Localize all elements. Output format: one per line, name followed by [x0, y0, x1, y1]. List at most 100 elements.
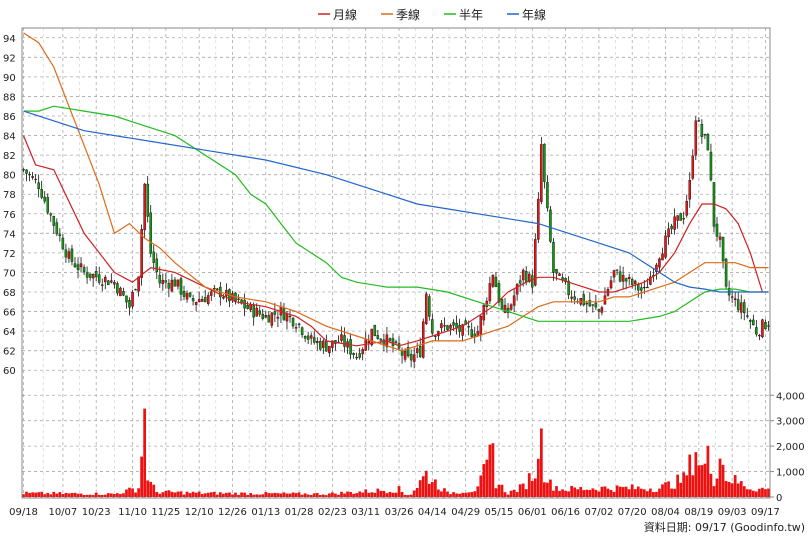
volume-bar	[261, 494, 265, 497]
candle-up	[119, 287, 122, 297]
candle-down	[97, 274, 101, 283]
candle-up	[270, 312, 274, 326]
candle-up	[200, 298, 204, 302]
candle-down	[376, 335, 380, 339]
price-tick-label: 94	[3, 34, 16, 45]
candle-up	[237, 298, 240, 300]
volume-bar	[97, 494, 101, 497]
candle-down	[76, 264, 80, 270]
volume-bar	[134, 492, 137, 497]
volume-bar	[343, 493, 346, 497]
candle-down	[152, 251, 155, 263]
volume-bar	[231, 494, 234, 497]
candle-down	[742, 302, 746, 314]
candle-down	[615, 269, 619, 271]
volume-bar	[618, 486, 622, 497]
candle-down	[352, 352, 355, 355]
candle-down	[343, 335, 346, 347]
candle-down	[428, 296, 431, 317]
candle-down	[55, 222, 59, 235]
volume-bar	[382, 490, 386, 497]
volume-bar	[549, 479, 552, 497]
candle-up	[285, 313, 289, 322]
volume-bar	[337, 494, 340, 497]
volume-bar	[179, 491, 183, 497]
candle-up	[461, 324, 464, 336]
candle-up	[31, 176, 34, 178]
volume-bar	[158, 493, 162, 497]
candle-down	[155, 258, 159, 273]
volume-bar	[688, 454, 692, 497]
candle-up	[627, 276, 631, 279]
volume-bar	[682, 472, 686, 497]
legend-label-3: 年線	[522, 7, 546, 22]
x-date-label: 01/13	[251, 507, 280, 518]
candle-up	[685, 200, 688, 216]
volume-bar	[703, 463, 707, 497]
volume-bar	[452, 492, 455, 497]
volume-bar	[712, 486, 716, 497]
x-date-label: 07/02	[584, 507, 613, 518]
price-tick-label: 76	[3, 210, 16, 221]
volume-bar	[240, 492, 243, 497]
ma-line-2	[23, 105, 769, 322]
volume-bar	[58, 492, 62, 497]
price-tick-label: 92	[3, 53, 16, 64]
candle-down	[618, 271, 622, 282]
x-date-label: 08/04	[651, 507, 680, 518]
volume-bar	[279, 493, 283, 497]
candle-down	[273, 311, 277, 315]
candle-down	[552, 241, 555, 273]
volume-bar	[658, 488, 661, 497]
candle-down	[28, 173, 31, 176]
volume-bar	[294, 493, 298, 497]
candle-up	[534, 239, 537, 286]
volume-bar	[539, 428, 543, 497]
volume-bar	[630, 484, 634, 497]
volume-bar	[661, 484, 664, 497]
volume-bar	[303, 493, 307, 497]
volume-bar	[633, 489, 637, 497]
volume-bar	[591, 488, 595, 497]
volume-bar	[237, 494, 240, 497]
candle-up	[667, 228, 670, 238]
volume-bar	[182, 494, 186, 497]
volume-bar	[125, 489, 128, 497]
volume-bar	[143, 408, 147, 497]
volume-bar	[64, 492, 68, 497]
volume-bar	[588, 489, 592, 497]
candle-down	[128, 300, 131, 308]
volume-bar	[373, 492, 377, 497]
candle-down	[646, 286, 649, 289]
volume-bar	[397, 486, 401, 497]
candle-down	[146, 183, 149, 217]
candle-down	[543, 143, 546, 182]
candle-down	[85, 272, 89, 278]
volume-bar	[361, 492, 365, 497]
volume-bar	[727, 481, 731, 497]
volume-bar	[576, 489, 580, 497]
candle-up	[512, 295, 516, 306]
volume-bar	[470, 492, 474, 497]
volume-bar	[527, 473, 531, 497]
volume-bar	[376, 488, 380, 497]
volume-bar	[94, 492, 98, 497]
candle-down	[431, 319, 434, 334]
candle-up	[691, 155, 695, 179]
volume-bar	[43, 494, 47, 497]
candle-down	[261, 313, 265, 319]
volume-bar	[349, 492, 352, 497]
volume-bar	[758, 488, 761, 497]
candle-down	[22, 169, 25, 171]
volume-bar	[443, 488, 446, 497]
candle-down	[715, 223, 719, 237]
volume-bar	[122, 493, 125, 497]
candle-down	[43, 196, 46, 202]
volume-tick-label: 1,000	[776, 468, 805, 479]
volume-bar	[515, 492, 519, 497]
volume-bar	[185, 491, 189, 497]
candle-up	[100, 284, 104, 286]
volume-bar	[34, 492, 37, 497]
volume-bar	[206, 492, 210, 497]
volume-bar	[222, 493, 225, 497]
